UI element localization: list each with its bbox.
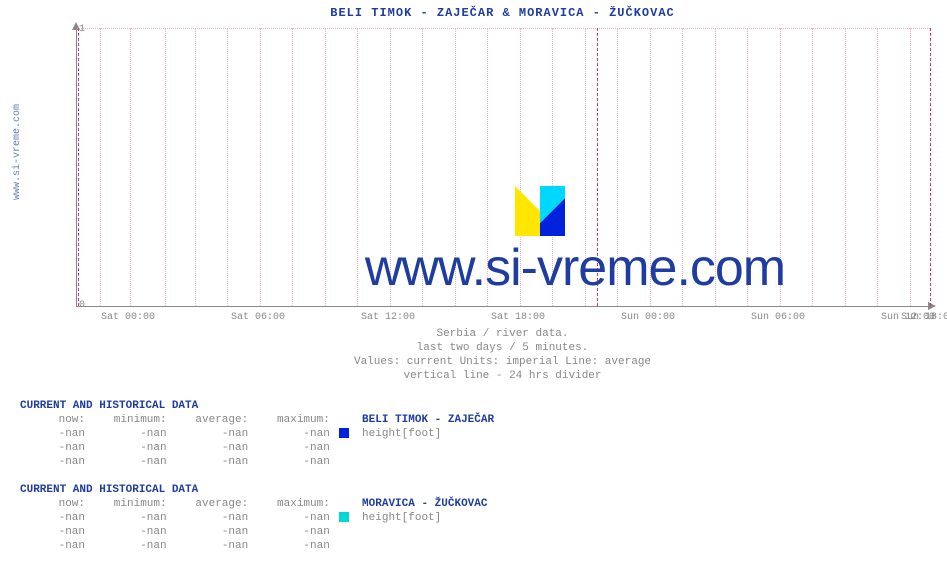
table-1-header: CURRENT AND HISTORICAL DATA: [20, 400, 198, 412]
sidebar-url-label: www.si-vreme.com: [12, 104, 23, 200]
caption-line-3: Values: current Units: imperial Line: av…: [75, 356, 930, 368]
table-row: -nan -nan -nan -nan: [20, 540, 330, 552]
y-tick-0: 0: [25, 300, 85, 311]
table-2-col-headers: now: minimum: average: maximum: MORAVICA…: [20, 498, 562, 510]
table-row: -nan -nan -nan -nan height[foot]: [20, 512, 562, 524]
x-tick: Sat 06:00: [218, 312, 298, 323]
table-row: -nan -nan -nan -nan: [20, 442, 330, 454]
caption-line-4: vertical line - 24 hrs divider: [75, 370, 930, 382]
table-2-header: CURRENT AND HISTORICAL DATA: [20, 484, 198, 496]
chart-title: BELI TIMOK - ZAJEČAR & MORAVICA - ŽUČKOV…: [75, 6, 930, 20]
x-tick: Sat 00:00: [88, 312, 168, 323]
table-row: -nan -nan -nan -nan height[foot]: [20, 428, 562, 440]
series-swatch-icon: [339, 428, 349, 438]
x-tick: Sun 00:00: [608, 312, 688, 323]
table-row: -nan -nan -nan -nan: [20, 526, 330, 538]
x-tick: Sat 12:00: [348, 312, 428, 323]
caption-line-1: Serbia / river data.: [75, 328, 930, 340]
x-tick: Sun 06:00: [738, 312, 818, 323]
table-row: -nan -nan -nan -nan: [20, 456, 330, 468]
table-1-col-headers: now: minimum: average: maximum: BELI TIM…: [20, 414, 562, 426]
x-tick: Sun 18:00: [888, 312, 947, 323]
y-tick-1: 1: [25, 24, 85, 35]
chart-plot-area: www.si-vreme.com: [75, 28, 930, 306]
series-swatch-icon: [339, 512, 349, 522]
watermark-text: www.si-vreme.com: [225, 238, 925, 298]
caption-line-2: last two days / 5 minutes.: [75, 342, 930, 354]
x-tick: Sat 18:00: [478, 312, 558, 323]
watermark-logo-icon: [515, 186, 565, 236]
